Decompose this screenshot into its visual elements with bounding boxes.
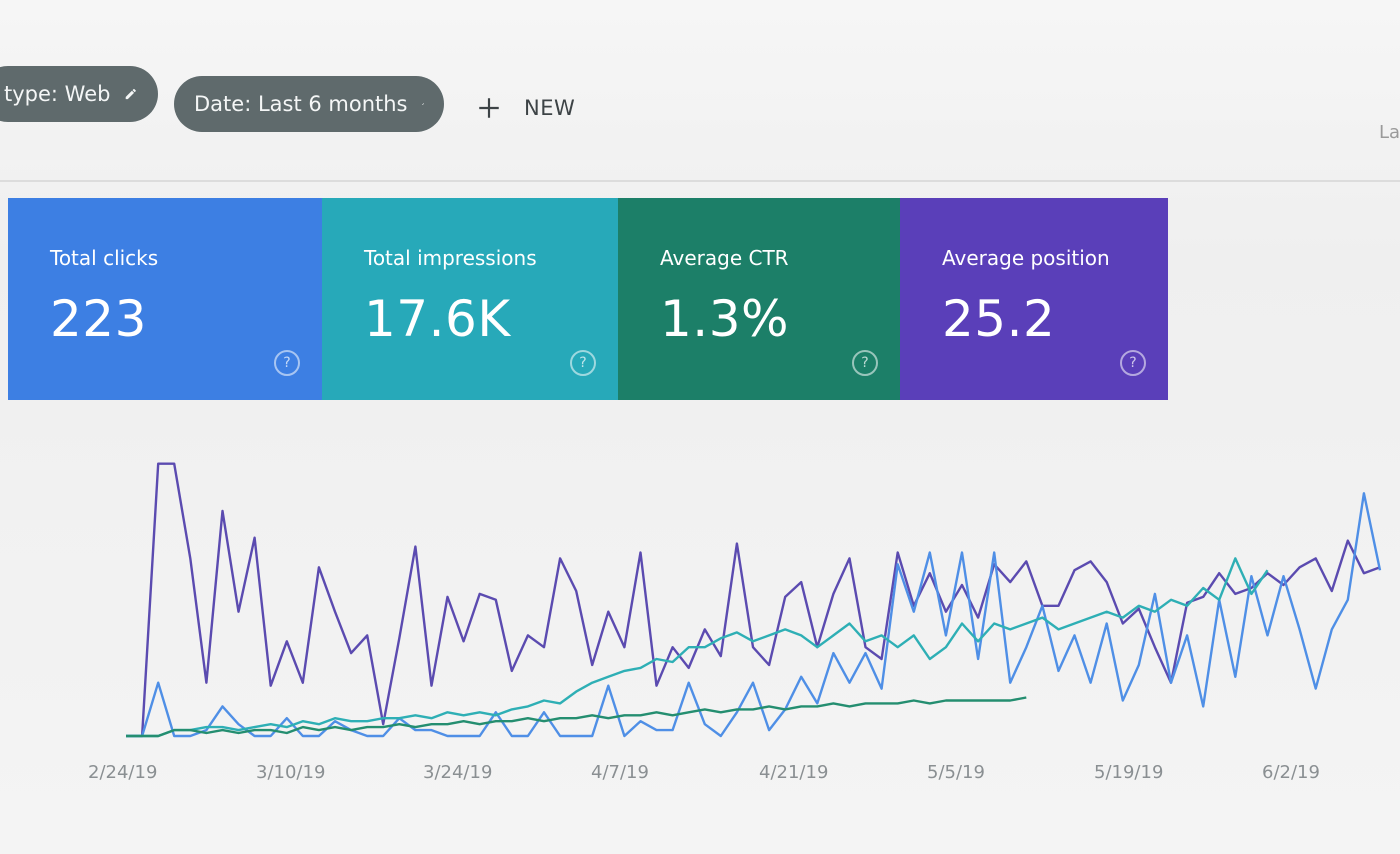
metric-card-total-clicks[interactable]: Total clicks 223 ? bbox=[8, 198, 322, 400]
search-type-filter-label: type: Web bbox=[4, 82, 111, 106]
metric-card-average-ctr[interactable]: Average CTR 1.3% ? bbox=[618, 198, 900, 400]
x-tick-label: 3/10/19 bbox=[256, 762, 326, 783]
metric-label: Total impressions bbox=[364, 246, 537, 270]
metric-label: Total clicks bbox=[50, 246, 159, 270]
x-tick-label: 6/2/19 bbox=[1262, 762, 1320, 783]
new-filter-label: NEW bbox=[524, 96, 576, 120]
x-tick-label: 4/21/19 bbox=[759, 762, 829, 783]
help-icon[interactable]: ? bbox=[570, 350, 596, 376]
metric-value: 17.6K bbox=[364, 290, 511, 348]
date-range-filter-label: Date: Last 6 months bbox=[194, 92, 408, 116]
x-tick-label: 5/5/19 bbox=[927, 762, 985, 783]
plus-icon bbox=[479, 98, 499, 118]
help-icon[interactable]: ? bbox=[274, 350, 300, 376]
metric-value: 223 bbox=[50, 290, 147, 348]
filter-bar: type: Web Date: Last 6 months NEW La bbox=[0, 40, 1400, 182]
help-icon[interactable]: ? bbox=[1120, 350, 1146, 376]
metric-cards: Total clicks 223 ? Total impressions 17.… bbox=[8, 198, 1168, 404]
performance-chart: 2/24/19 3/10/19 3/24/19 4/7/19 4/21/19 5/5/19… bbox=[0, 410, 1400, 810]
series-line-2 bbox=[126, 557, 1269, 738]
metric-value: 25.2 bbox=[942, 290, 1056, 348]
metric-card-total-impressions[interactable]: Total impressions 17.6K ? bbox=[322, 198, 618, 400]
series-line-3 bbox=[126, 696, 1027, 738]
new-filter-button[interactable]: NEW bbox=[476, 90, 575, 126]
pencil-icon[interactable] bbox=[421, 93, 425, 115]
date-range-filter-chip[interactable]: Date: Last 6 months bbox=[174, 76, 444, 132]
performance-chart-svg bbox=[126, 462, 1382, 738]
search-type-filter-chip[interactable]: type: Web bbox=[0, 66, 158, 122]
x-tick-label: 4/7/19 bbox=[591, 762, 649, 783]
pencil-icon[interactable] bbox=[124, 83, 138, 105]
metric-label: Average CTR bbox=[660, 246, 789, 270]
x-tick-label: 3/24/19 bbox=[423, 762, 493, 783]
metric-card-average-position[interactable]: Average position 25.2 ? bbox=[900, 198, 1168, 400]
help-icon[interactable]: ? bbox=[852, 350, 878, 376]
truncated-edge-text: La bbox=[1378, 122, 1400, 143]
metric-value: 1.3% bbox=[660, 290, 790, 348]
metric-label: Average position bbox=[942, 246, 1110, 270]
x-tick-label: 5/19/19 bbox=[1094, 762, 1164, 783]
x-tick-label: 2/24/19 bbox=[88, 762, 158, 783]
series-line-1 bbox=[126, 492, 1382, 738]
